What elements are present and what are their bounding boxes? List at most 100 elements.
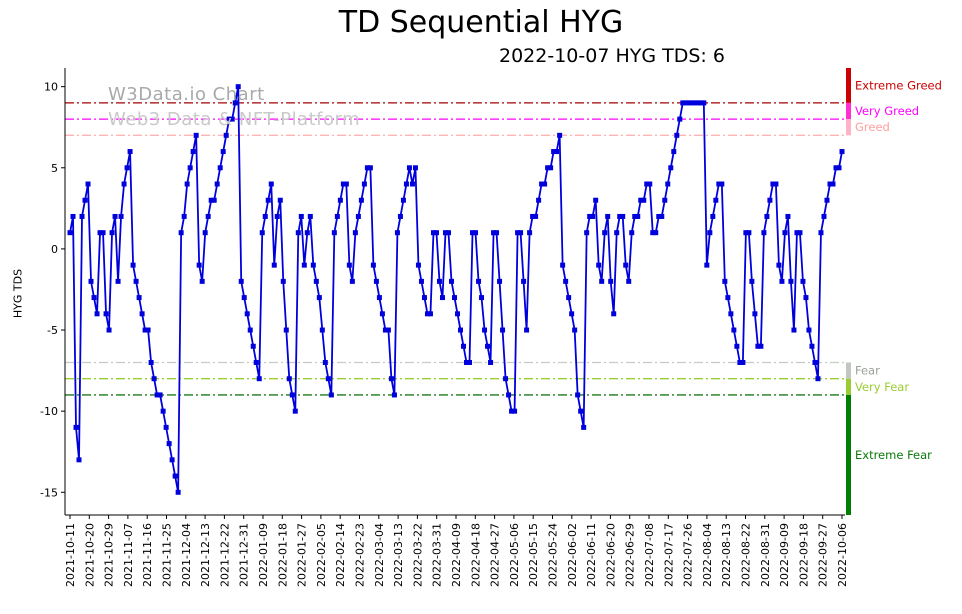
series-point xyxy=(500,327,506,333)
series-point xyxy=(226,116,232,122)
series-point xyxy=(701,100,707,106)
series-point xyxy=(262,213,268,219)
series-point xyxy=(352,230,358,236)
series-point xyxy=(178,230,184,236)
series-point xyxy=(88,278,94,284)
zone-label-extreme-greed: Extreme Greed xyxy=(855,78,942,92)
x-tick-label: 2022-02-05 xyxy=(315,523,328,587)
series-point xyxy=(427,311,433,317)
watermark-line-2: Web3 Data & NFT-Platform xyxy=(108,109,361,130)
series-point xyxy=(674,132,680,138)
series-point xyxy=(337,197,343,203)
series-point xyxy=(776,262,782,268)
series-point xyxy=(785,213,791,219)
series-point xyxy=(409,181,415,187)
y-axis-label: HYG TDS xyxy=(11,268,25,319)
zone-band-extreme-fear xyxy=(846,394,851,515)
series-point xyxy=(521,278,527,284)
x-tick-label: 2021-12-13 xyxy=(199,523,212,587)
series-point xyxy=(94,311,100,317)
series-point xyxy=(755,343,761,349)
series-point xyxy=(73,424,79,430)
series-point xyxy=(148,359,154,365)
series-point xyxy=(758,343,764,349)
series-point xyxy=(181,213,187,219)
series-point xyxy=(265,197,271,203)
series-point xyxy=(455,311,461,317)
series-point xyxy=(256,376,262,382)
series-point xyxy=(812,359,818,365)
x-tick-label: 2021-10-29 xyxy=(103,523,116,587)
x-tick-label: 2021-12-31 xyxy=(238,523,251,587)
x-tick-label: 2022-06-02 xyxy=(566,523,579,587)
series-point xyxy=(830,181,836,187)
x-tick-label: 2022-03-31 xyxy=(431,523,444,587)
series-point xyxy=(367,165,373,171)
series-point xyxy=(638,197,644,203)
series-point xyxy=(509,408,515,414)
series-point xyxy=(343,181,349,187)
series-point xyxy=(328,392,334,398)
series-point xyxy=(289,392,295,398)
y-tick-label: -15 xyxy=(40,486,58,499)
series-point xyxy=(752,311,758,317)
series-point xyxy=(602,230,608,236)
x-tick-label: 2022-08-31 xyxy=(759,523,772,587)
series-point xyxy=(668,165,674,171)
series-point xyxy=(482,327,488,333)
series-point xyxy=(461,343,467,349)
series-point xyxy=(295,230,301,236)
series-point xyxy=(346,262,352,268)
series-point xyxy=(539,181,545,187)
series-point xyxy=(620,213,626,219)
series-point xyxy=(512,408,518,414)
series-point xyxy=(388,376,394,382)
series-point xyxy=(394,230,400,236)
series-point xyxy=(196,262,202,268)
series-point xyxy=(439,295,445,301)
series-point xyxy=(106,327,112,333)
zone-label-extreme-fear: Extreme Fear xyxy=(855,448,932,462)
series-point xyxy=(205,213,211,219)
series-point xyxy=(187,165,193,171)
series-point xyxy=(325,376,331,382)
series-point xyxy=(250,343,256,349)
x-tick-label: 2022-07-17 xyxy=(662,523,675,587)
x-tick-label: 2021-10-20 xyxy=(83,523,96,587)
x-tick-label: 2022-08-04 xyxy=(701,523,714,587)
series-point xyxy=(779,278,785,284)
series-point xyxy=(229,116,235,122)
x-tick-label: 2022-03-13 xyxy=(392,523,405,587)
series-point xyxy=(656,213,662,219)
series-point xyxy=(818,230,824,236)
series-point xyxy=(722,278,728,284)
series-point xyxy=(839,149,845,155)
series-point xyxy=(815,376,821,382)
series-point xyxy=(731,327,737,333)
series-point xyxy=(244,311,250,317)
series-point xyxy=(145,327,151,333)
series-point xyxy=(623,262,629,268)
series-point xyxy=(259,230,265,236)
series-point xyxy=(536,197,542,203)
series-point xyxy=(527,230,533,236)
series-point xyxy=(809,343,815,349)
series-point xyxy=(220,149,226,155)
series-point xyxy=(436,278,442,284)
series-point xyxy=(728,311,734,317)
series-point xyxy=(563,278,569,284)
x-tick-label: 2022-05-06 xyxy=(508,523,521,587)
series-point xyxy=(127,149,133,155)
series-point xyxy=(202,230,208,236)
zone-band-greed xyxy=(846,119,851,136)
series-point xyxy=(473,230,479,236)
series-point xyxy=(716,181,722,187)
series-point xyxy=(824,197,830,203)
series-point xyxy=(442,230,448,236)
series-point xyxy=(713,197,719,203)
series-point xyxy=(208,197,214,203)
series-point xyxy=(695,100,701,106)
series-point xyxy=(319,327,325,333)
series-point xyxy=(680,100,686,106)
zone-label-very-greed: Very Greed xyxy=(855,104,919,118)
